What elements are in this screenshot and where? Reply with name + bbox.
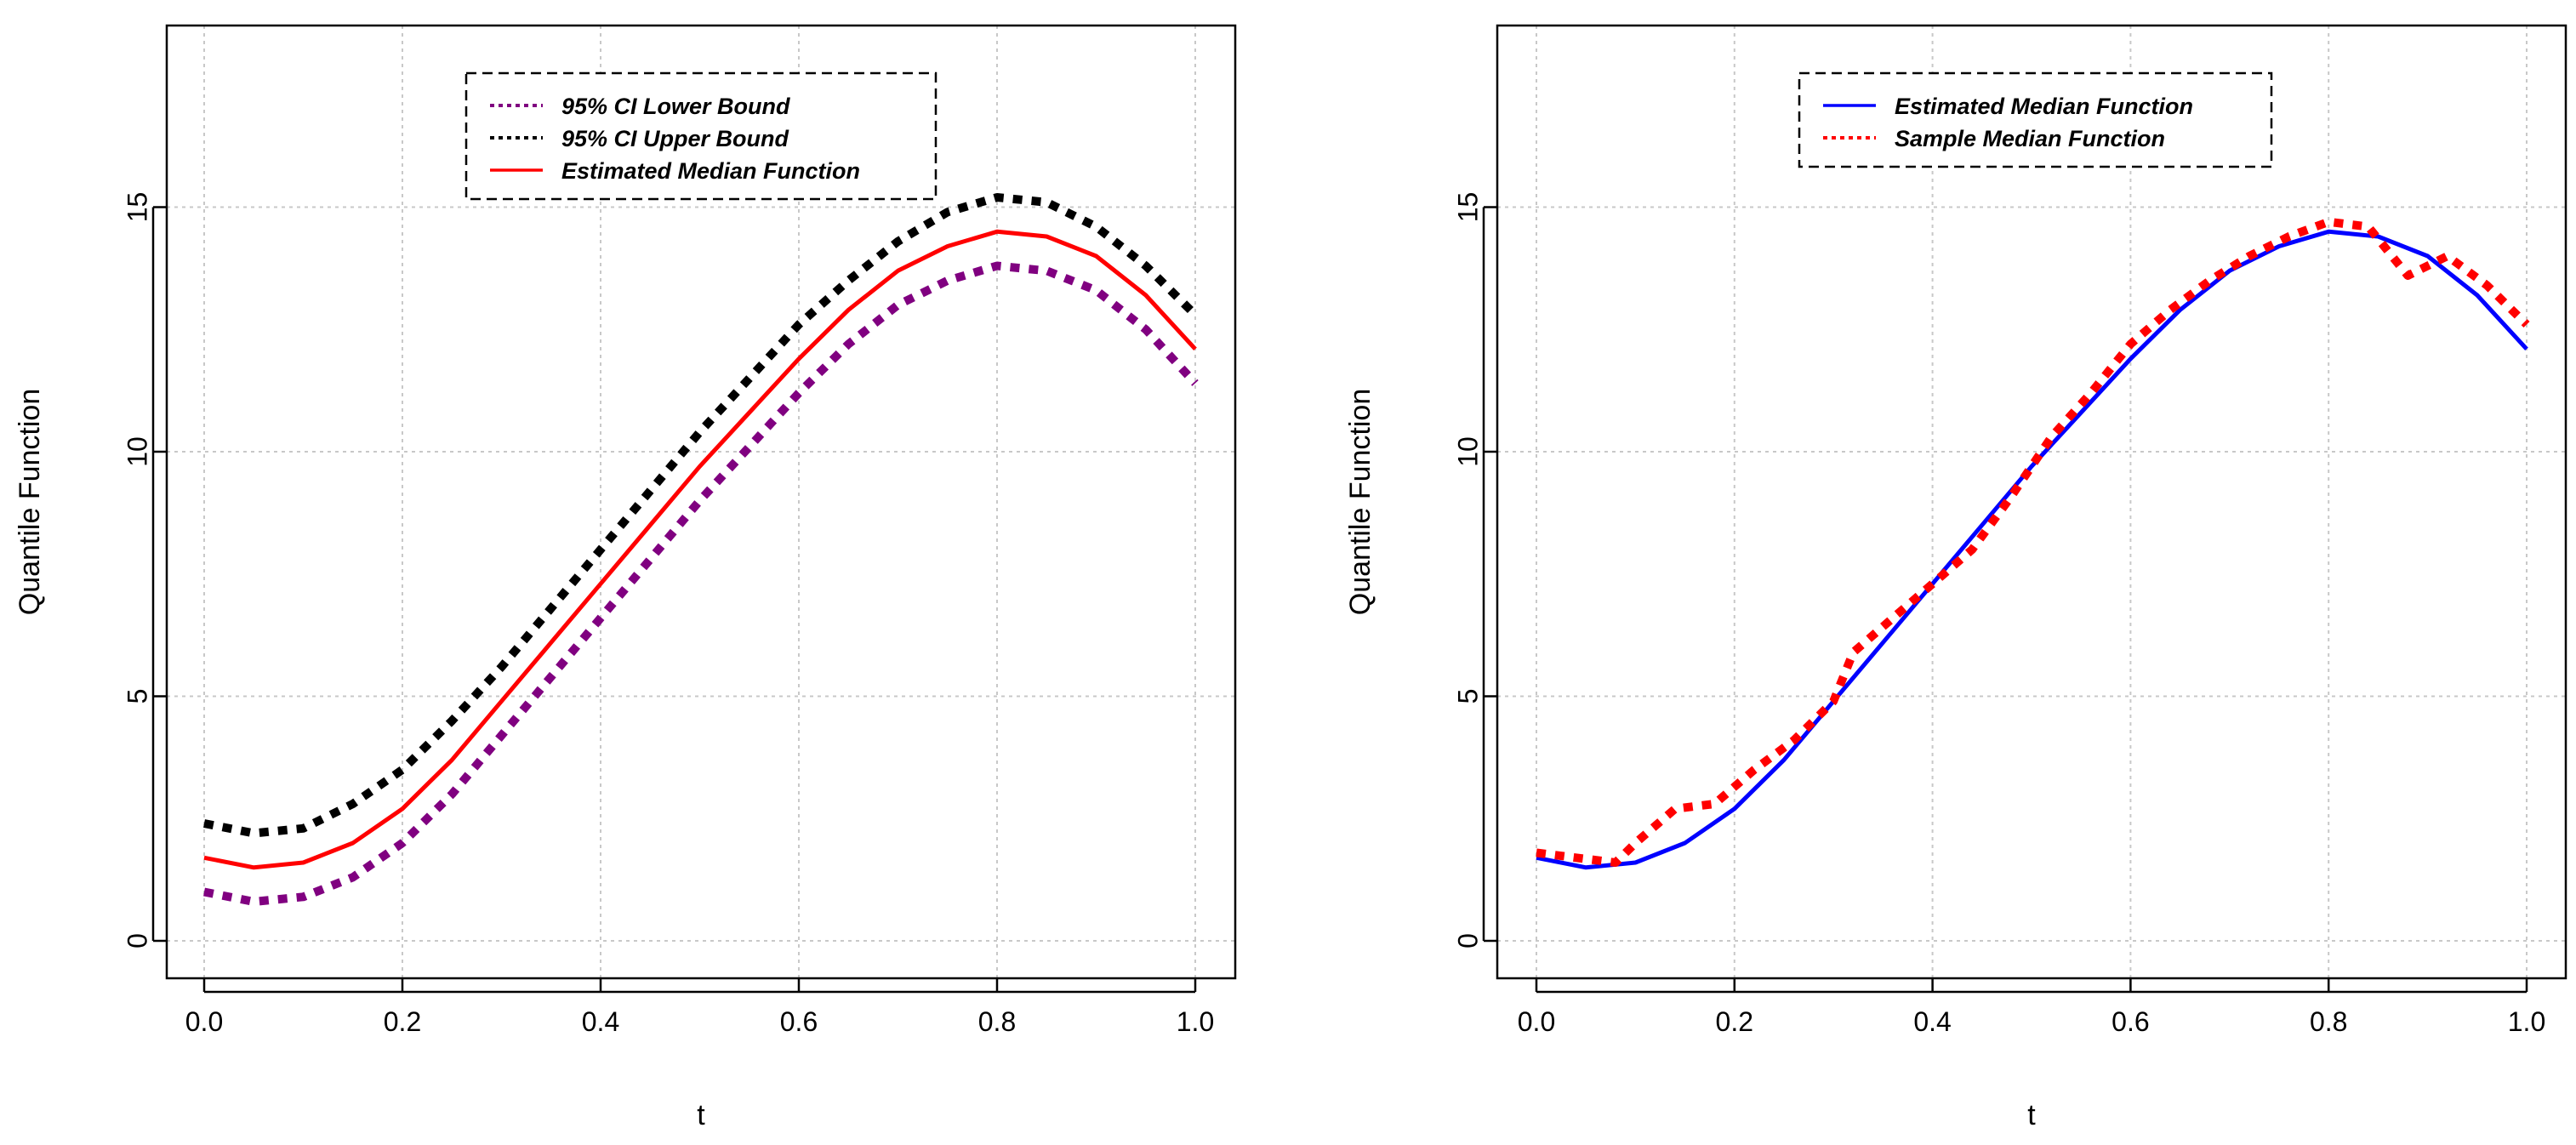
- legend-box: [1798, 71, 2273, 168]
- legend-label: Estimated Median Function: [1895, 94, 2193, 119]
- y-tick-label: 5: [1452, 689, 1483, 704]
- left-chart-panel: 0.0 0.2 0.4 0.6 0.8 1.0 0 5 10 15 t Quantile Functi…: [14, 24, 1237, 1131]
- x-tick-label: 0.6: [2112, 1006, 2149, 1037]
- x-tick-label: 1.0: [1177, 1006, 1214, 1037]
- series-line-95-ci-upper-bound: [203, 193, 1199, 838]
- x-tick-label: 0.4: [582, 1006, 619, 1037]
- x-tick-label: 0.0: [1518, 1006, 1555, 1037]
- x-tick-label: 1.0: [2508, 1006, 2545, 1037]
- y-tick-label: 0: [122, 933, 152, 948]
- legend: 95% CI Lower Bound 95% CI Upper Bound Esti…: [464, 71, 938, 201]
- series-line-sample-median-function: [1536, 217, 2530, 867]
- x-tick-label: 0.4: [1913, 1006, 1951, 1037]
- x-tick-label: 0.2: [384, 1006, 421, 1037]
- y-tick-label: 15: [122, 192, 152, 223]
- x-tick-label: 0.2: [1716, 1006, 1753, 1037]
- y-axis-title: Quantile Function: [14, 389, 46, 616]
- legend-box: [464, 71, 938, 201]
- series-line-estimated-median-function: [203, 229, 1197, 870]
- plot-frame: [165, 24, 1237, 980]
- x-axis-title: t: [697, 1099, 705, 1131]
- x-tick-label: 0.8: [2310, 1006, 2347, 1037]
- y-tick-label: 15: [1452, 192, 1483, 223]
- x-tick-label: 0.8: [978, 1006, 1016, 1037]
- x-tick-label: 0.0: [185, 1006, 223, 1037]
- x-axis-title: t: [2027, 1099, 2036, 1131]
- legend-label: 95% CI Lower Bound: [561, 94, 790, 119]
- plot-frame: [1496, 24, 2567, 980]
- y-tick-label: 10: [122, 436, 152, 467]
- y-tick-label: 10: [1452, 436, 1483, 467]
- series-line-95-ci-lower-bound: [203, 261, 1199, 906]
- y-axis-title: Quantile Function: [1344, 389, 1376, 616]
- x-tick-label: 0.6: [780, 1006, 818, 1037]
- legend-label: 95% CI Upper Bound: [561, 126, 789, 151]
- y-tick-label: 0: [1452, 933, 1483, 948]
- y-tick-label: 5: [122, 689, 152, 704]
- right-chart-panel: 0.0 0.2 0.4 0.6 0.8 1.0 0 5 10 15 t Quantile Functi…: [1344, 24, 2567, 1131]
- legend-label: Sample Median Function: [1895, 126, 2165, 151]
- legend-label: Estimated Median Function: [561, 158, 860, 184]
- series-line-estimated-median-function: [1536, 229, 2528, 870]
- legend: Estimated Median Function Sample Median F…: [1798, 71, 2273, 168]
